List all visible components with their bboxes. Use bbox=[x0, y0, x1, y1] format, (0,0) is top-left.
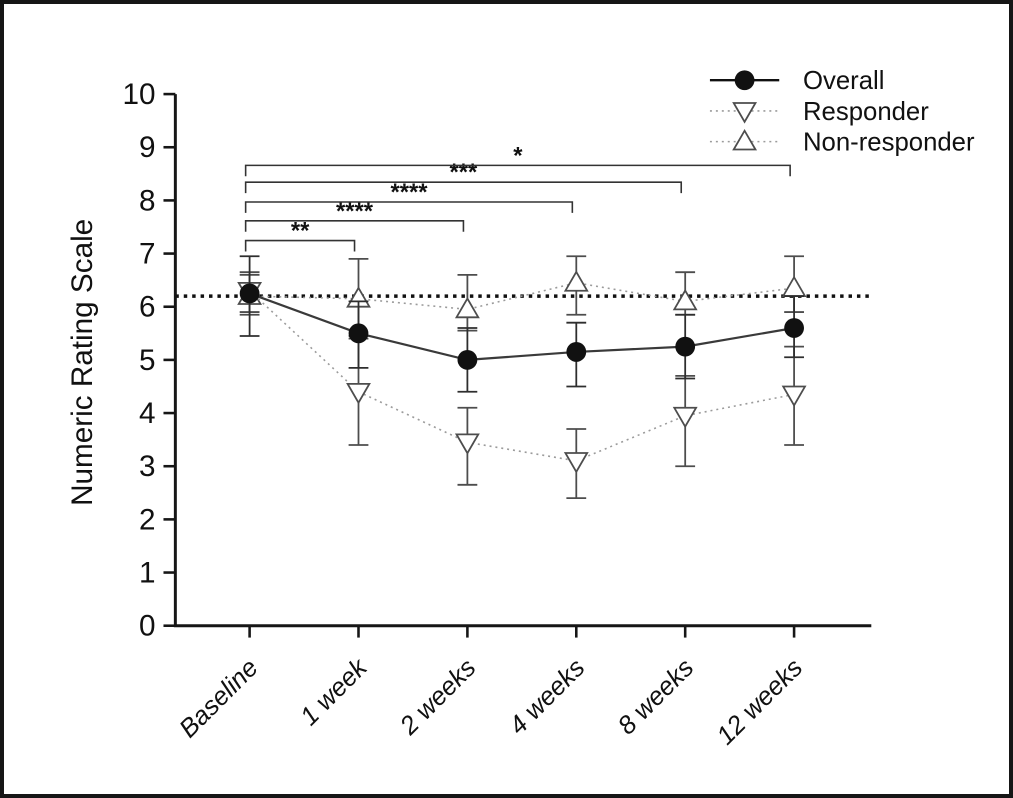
x-tick-label-8-weeks: 8 weeks bbox=[613, 654, 700, 741]
numeric-rating-scale-line-chart: 0 1 2 3 4 5 6 7 8 9 10 Numeric Rating Scale Baseline… bbox=[66, 67, 975, 751]
chart-figure: 0 1 2 3 4 5 6 7 8 9 10 Numeric Rating Scale Baseline… bbox=[4, 4, 1009, 794]
legend-label-non-responder: Non-responder bbox=[803, 129, 975, 157]
y-tick-label-6: 6 bbox=[139, 291, 156, 324]
y-tick-label-4: 4 bbox=[139, 397, 156, 430]
overall-point-12-weeks bbox=[784, 318, 804, 338]
significance-label: *** bbox=[450, 159, 478, 186]
y-tick-label-0: 0 bbox=[139, 610, 156, 643]
significance-label: * bbox=[513, 142, 523, 169]
non-responder-point-12-weeks bbox=[781, 275, 807, 297]
y-tick-label-9: 9 bbox=[139, 131, 156, 164]
non-responder-line bbox=[249, 282, 795, 311]
overall-point-baseline bbox=[239, 283, 260, 304]
legend-marker-responder bbox=[732, 102, 758, 124]
overall-point-2-weeks bbox=[457, 349, 478, 370]
overall-line bbox=[249, 292, 795, 361]
non-responder-point-8-weeks bbox=[672, 288, 698, 311]
significance-brackets: ************** bbox=[244, 142, 791, 252]
overall-point-1-week bbox=[348, 323, 369, 344]
axes bbox=[173, 94, 872, 628]
x-tick-label-4-weeks: 4 weeks bbox=[504, 654, 591, 741]
responder-point-1-week bbox=[346, 382, 371, 405]
bracket-line bbox=[244, 239, 356, 252]
y-axis-title: Numeric Rating Scale bbox=[66, 219, 99, 506]
y-tick-label-1: 1 bbox=[139, 556, 156, 589]
overall-point-8-weeks bbox=[675, 336, 696, 357]
legend-entry-responder: Responder bbox=[709, 98, 929, 126]
y-tick-label-2: 2 bbox=[139, 503, 156, 536]
legend-label-responder: Responder bbox=[803, 98, 929, 126]
bracket-line bbox=[244, 181, 683, 194]
bracket-baseline-vs-12-weeks: * bbox=[244, 142, 791, 177]
y-tick-label-8: 8 bbox=[139, 184, 156, 217]
x-tick-label-12-weeks: 12 weeks bbox=[712, 654, 809, 751]
responder-point-8-weeks bbox=[672, 406, 698, 429]
bracket-baseline-vs-4-weeks: **** bbox=[244, 179, 574, 213]
legend-marker-non-responder bbox=[732, 128, 758, 151]
legend-entry-non-responder: Non-responder bbox=[709, 128, 975, 157]
bracket-baseline-vs-8-weeks: *** bbox=[244, 159, 683, 194]
bracket-line bbox=[244, 220, 465, 232]
y-tick-label-10: 10 bbox=[123, 78, 156, 111]
responder-line bbox=[249, 290, 795, 462]
x-tick-label-1-week: 1 week bbox=[295, 653, 373, 731]
y-axis: 0 1 2 3 4 5 6 7 8 9 10 bbox=[123, 78, 176, 643]
responder-point-4-weeks bbox=[563, 452, 589, 474]
significance-label: ** bbox=[291, 218, 310, 245]
bracket-baseline-vs-1-week: ** bbox=[244, 218, 356, 252]
x-axis: Baseline 1 week 2 weeks 4 weeks 8 weeks 12 we… bbox=[174, 625, 809, 751]
y-tick-label-7: 7 bbox=[139, 237, 156, 270]
significance-label: **** bbox=[390, 179, 428, 206]
responder-point-12-weeks bbox=[781, 385, 807, 408]
legend-label-overall: Overall bbox=[803, 67, 884, 95]
non-responder-point-4-weeks bbox=[563, 270, 589, 292]
bracket-line bbox=[244, 164, 791, 177]
series-overall bbox=[239, 255, 804, 393]
series-non-responder bbox=[237, 255, 807, 337]
y-tick-label-5: 5 bbox=[139, 344, 156, 377]
legend-marker-overall bbox=[734, 70, 755, 91]
x-tick-label-baseline: Baseline bbox=[174, 654, 264, 744]
legend-entry-overall: Overall bbox=[709, 67, 884, 95]
responder-point-2-weeks bbox=[454, 433, 480, 455]
x-tick-label-2-weeks: 2 weeks bbox=[394, 654, 481, 741]
bracket-line bbox=[244, 201, 574, 213]
bracket-baseline-vs-2-weeks: **** bbox=[244, 198, 465, 232]
series-responder bbox=[237, 271, 807, 500]
y-tick-label-3: 3 bbox=[139, 450, 156, 483]
overall-point-4-weeks bbox=[566, 342, 587, 362]
non-responder-point-2-weeks bbox=[454, 296, 480, 319]
legend: Overall Responder Non-responder bbox=[709, 67, 975, 157]
